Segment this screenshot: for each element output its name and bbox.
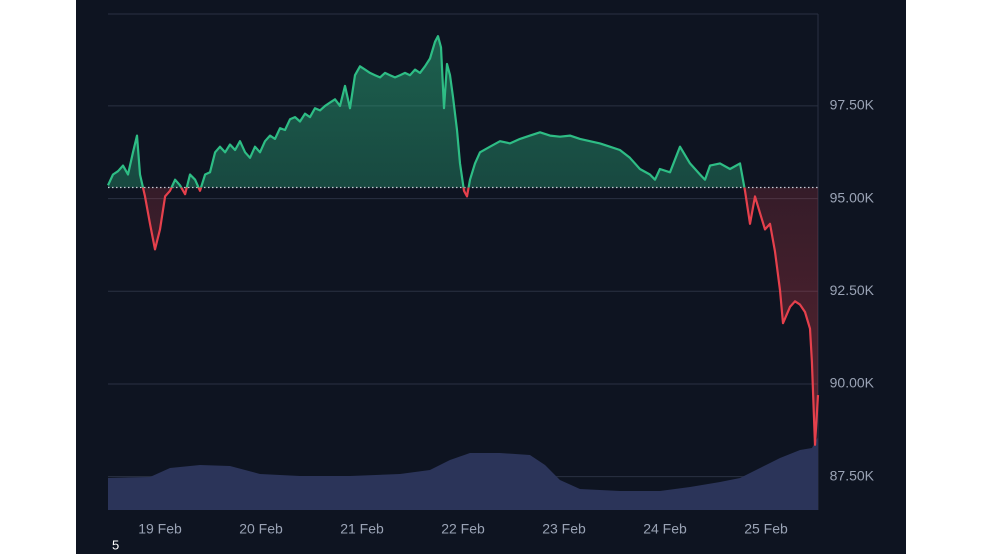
x-tick-label: 25 Feb — [744, 521, 788, 537]
x-tick-label: 20 Feb — [239, 521, 283, 537]
y-tick-label: 97.50K — [830, 97, 875, 113]
x-tick-label: 19 Feb — [138, 521, 182, 537]
area-up — [108, 36, 745, 188]
x-tick-label: 23 Feb — [542, 521, 586, 537]
x-tick-label: 24 Feb — [643, 521, 687, 537]
volume-area — [108, 437, 818, 510]
x-tick-label: 21 Feb — [340, 521, 384, 537]
y-tick-label: 90.00K — [830, 375, 875, 391]
footnote: 5 — [112, 537, 119, 552]
x-tick-label: 22 Feb — [441, 521, 485, 537]
y-tick-label: 87.50K — [830, 467, 875, 483]
y-tick-label: 95.00K — [830, 189, 875, 205]
line-up — [107, 35, 746, 188]
y-tick-label: 92.50K — [830, 282, 875, 298]
